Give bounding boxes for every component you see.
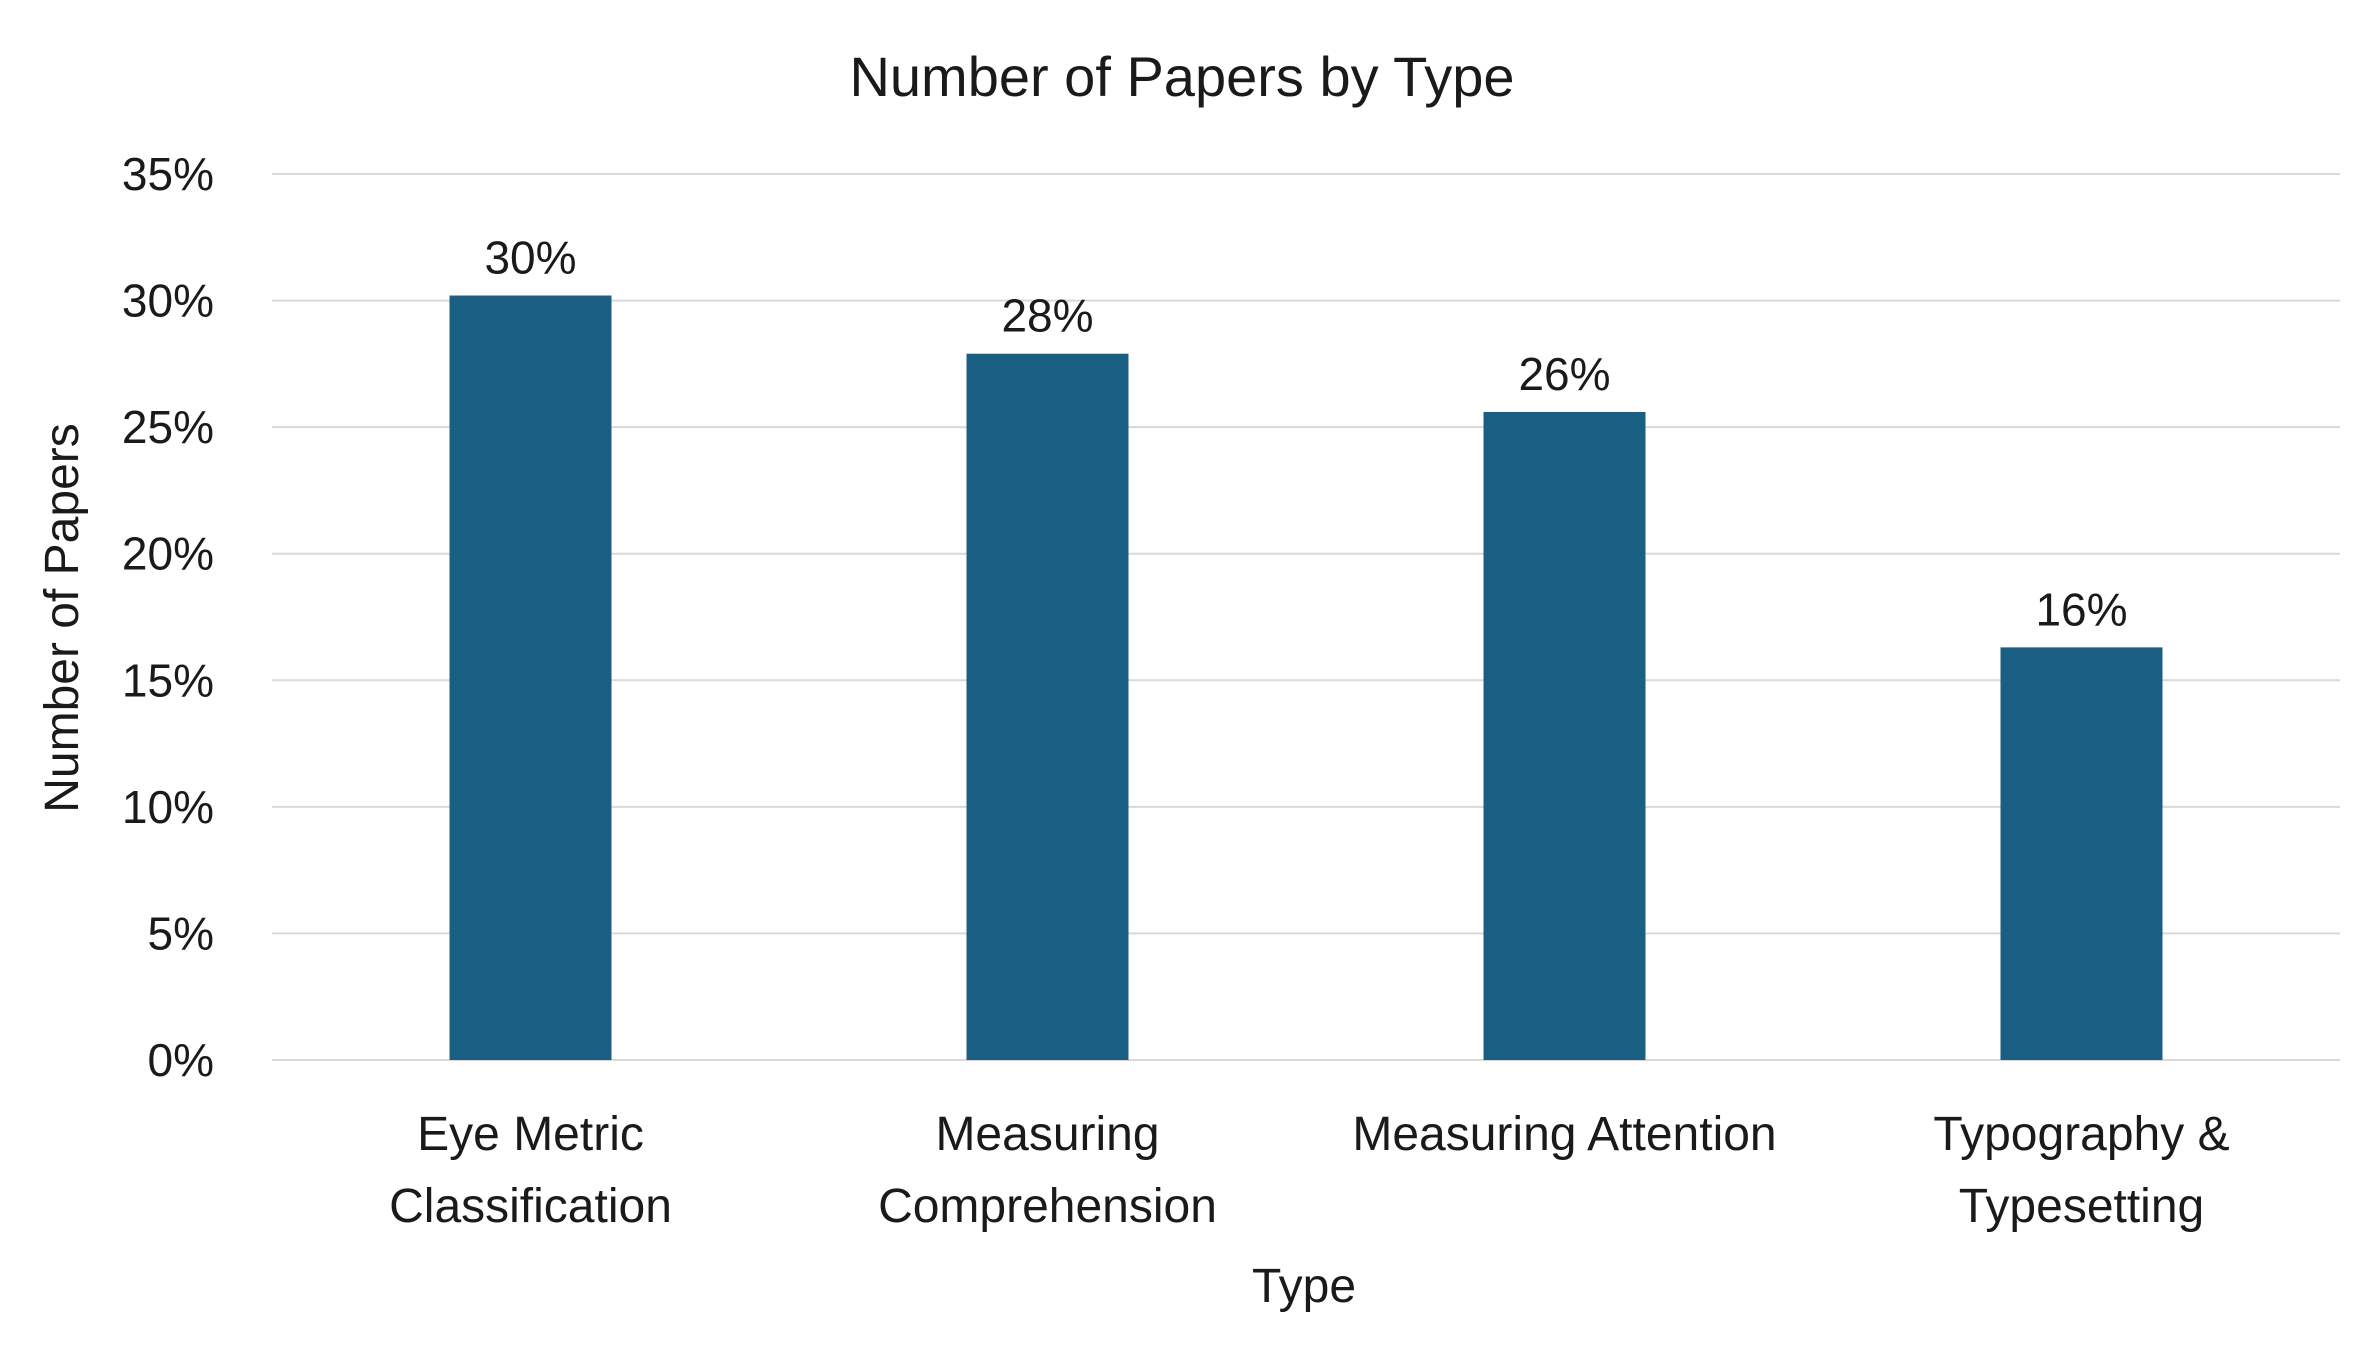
data-label: 30%	[484, 232, 576, 284]
y-tick-label: 0%	[148, 1034, 214, 1086]
y-tick-label: 25%	[122, 401, 214, 453]
y-axis-title: Number of Papers	[36, 423, 89, 813]
x-axis-tick-labels: Eye Metric Classification Measuring Compreh…	[389, 1108, 2229, 1233]
bar	[966, 353, 1129, 1060]
x-tick-label: Eye Metric	[417, 1108, 644, 1161]
data-label: 28%	[1001, 290, 1093, 342]
data-labels: 30% 28% 26% 16%	[484, 232, 2127, 636]
gridlines	[272, 173, 2340, 1061]
x-tick-label: Typography &	[1933, 1108, 2229, 1161]
x-tick-label: Typesetting	[1959, 1180, 2204, 1233]
y-tick-label: 10%	[122, 781, 214, 833]
y-axis-tick-labels: 0% 5% 10% 15% 20% 25% 30% 35%	[122, 148, 214, 1086]
bar	[2000, 647, 2163, 1060]
y-tick-label: 35%	[122, 148, 214, 200]
x-tick-label: Measuring	[935, 1108, 1159, 1161]
data-label: 26%	[1518, 348, 1610, 400]
bar	[1483, 411, 1646, 1060]
x-axis-title: Type	[1252, 1260, 1356, 1313]
bars	[449, 295, 2163, 1061]
y-tick-label: 5%	[148, 907, 214, 959]
x-tick-label: Measuring Attention	[1352, 1108, 1776, 1161]
bar	[449, 295, 612, 1061]
chart-title: Number of Papers by Type	[849, 45, 1514, 108]
y-tick-label: 20%	[122, 528, 214, 580]
x-tick-label: Comprehension	[878, 1180, 1217, 1233]
y-tick-label: 15%	[122, 654, 214, 706]
x-tick-label: Classification	[389, 1180, 672, 1233]
data-label: 16%	[2035, 583, 2127, 635]
y-tick-label: 30%	[122, 275, 214, 327]
